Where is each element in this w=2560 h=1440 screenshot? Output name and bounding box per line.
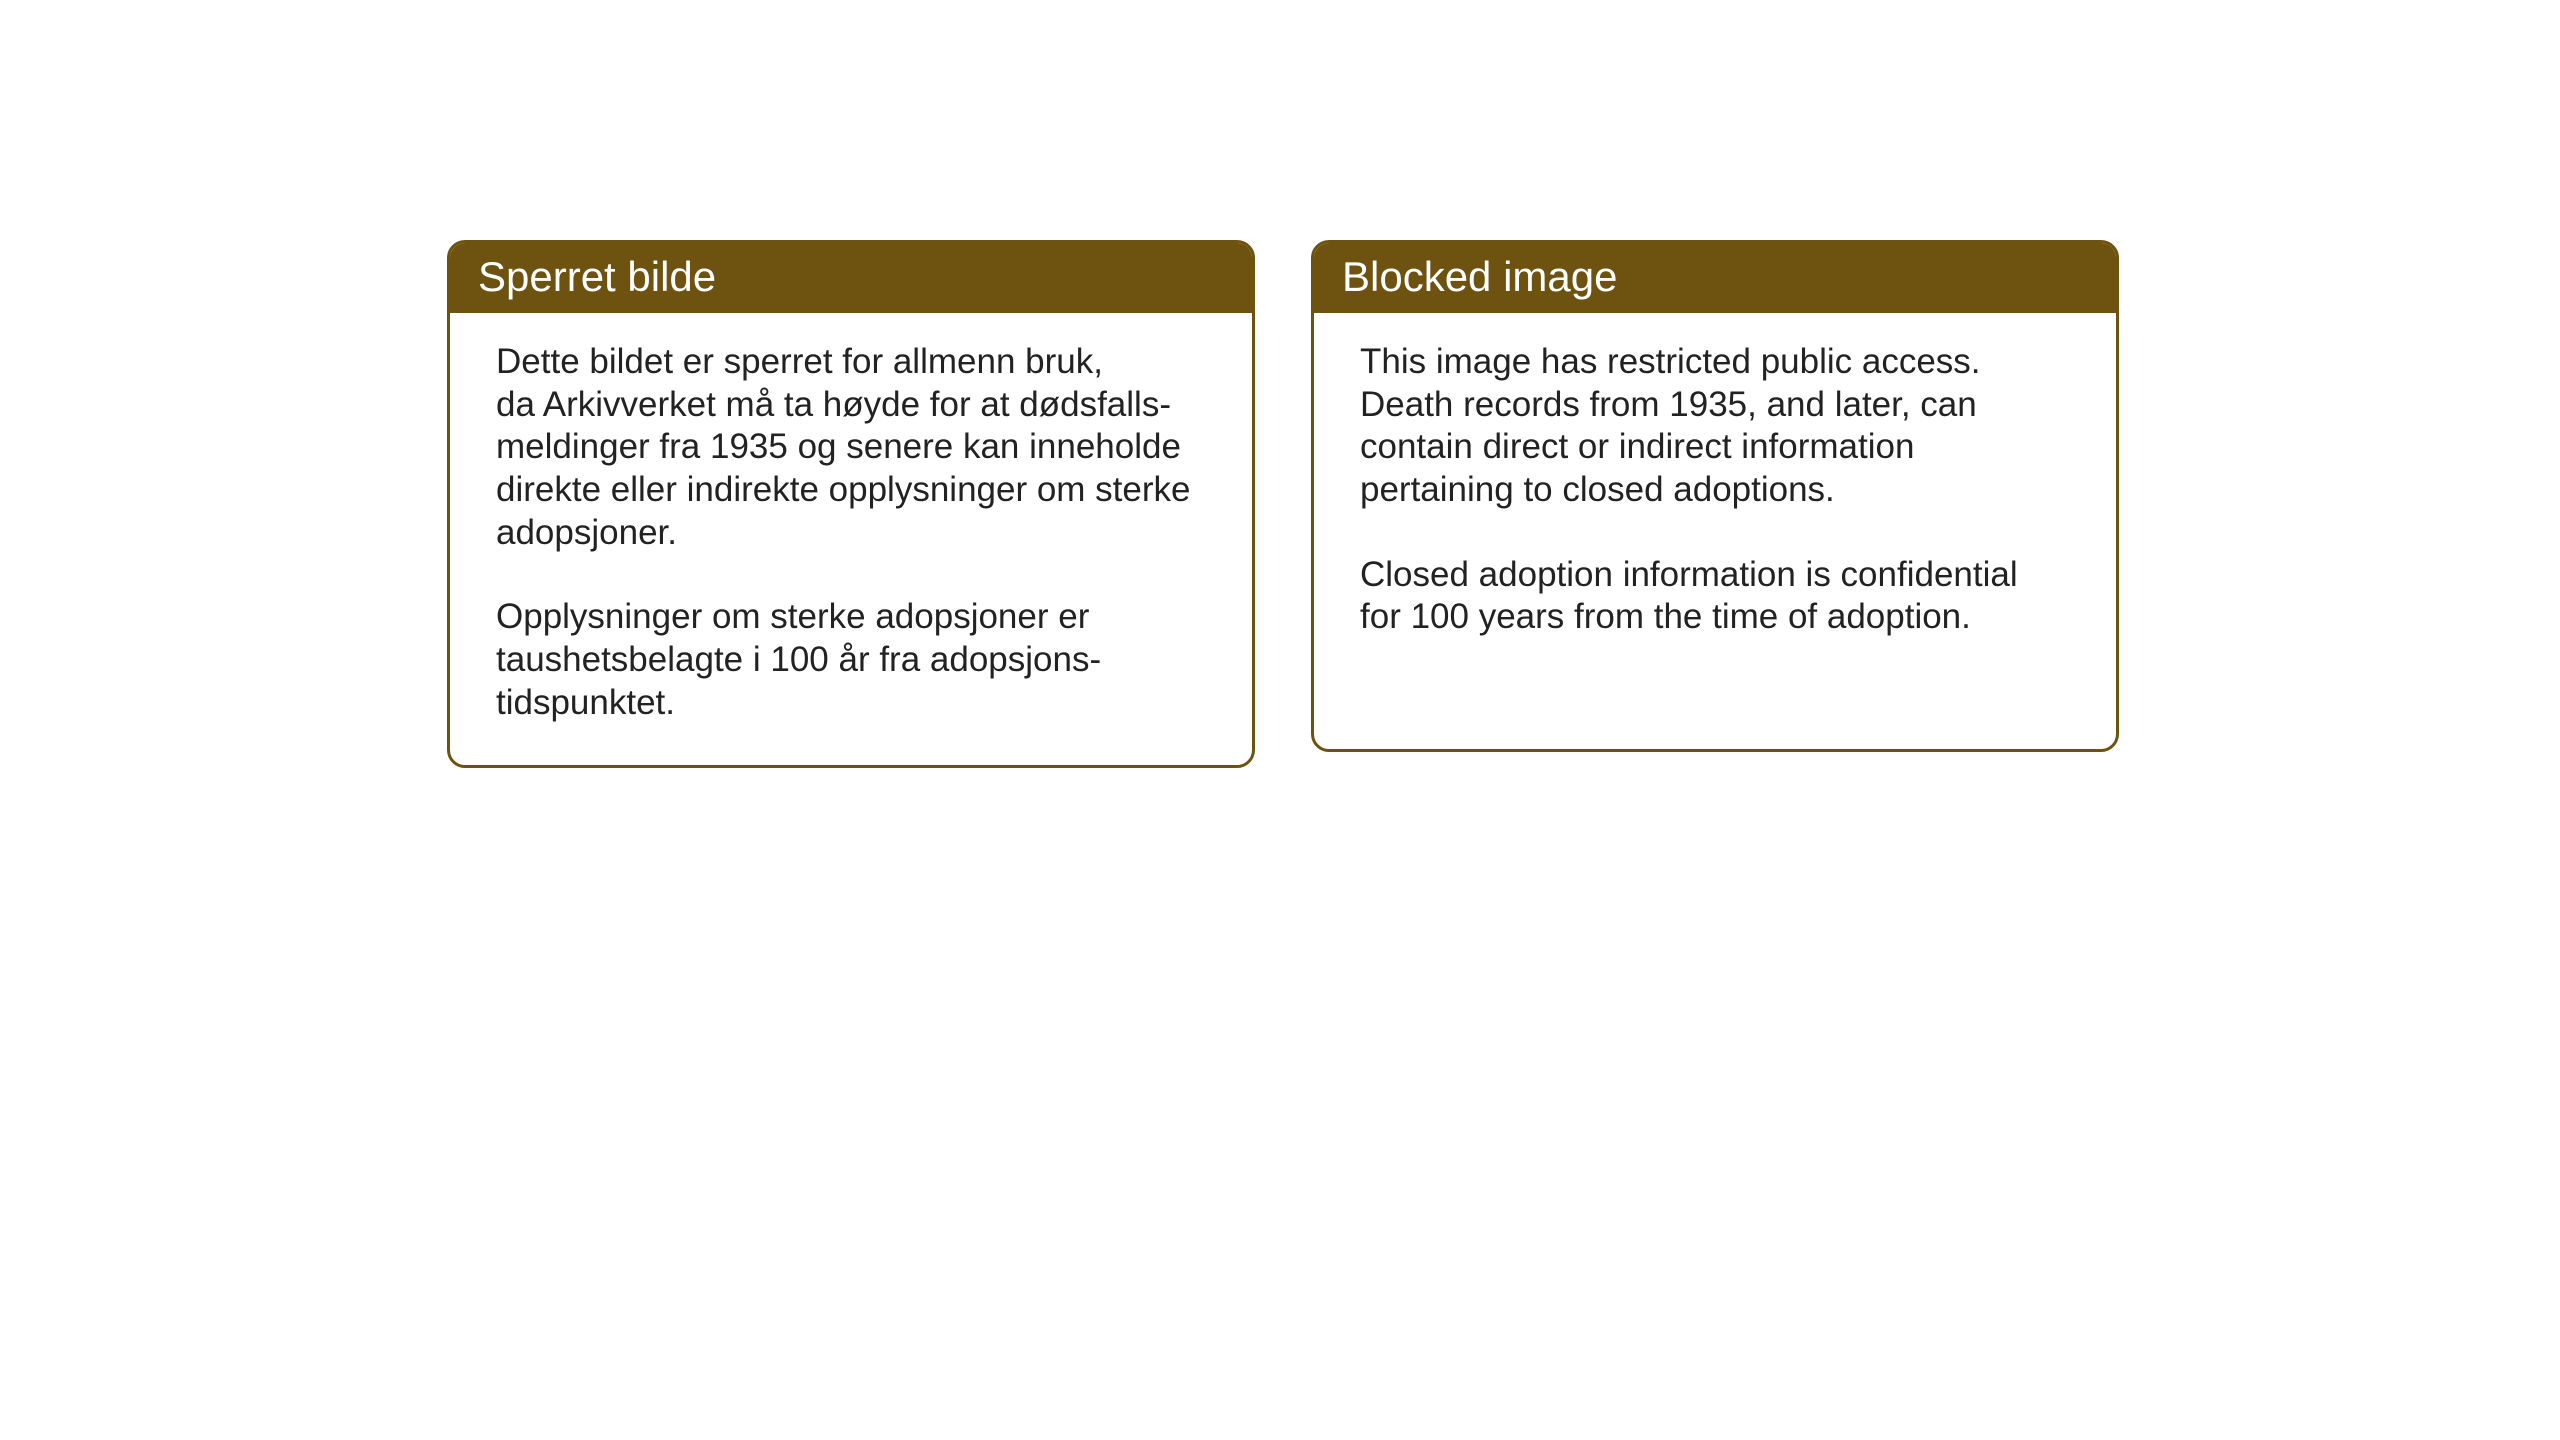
text-line: adopsjoner. <box>496 513 677 552</box>
text-line: taushetsbelagte i 100 år fra adopsjons- <box>496 640 1101 679</box>
paragraph-1: This image has restricted public access.… <box>1360 341 2070 512</box>
text-line: da Arkivverket må ta høyde for at dødsfa… <box>496 385 1171 424</box>
paragraph-1: Dette bildet er sperret for allmenn bruk… <box>496 341 1206 554</box>
text-line: direkte eller indirekte opplysninger om … <box>496 470 1191 509</box>
notice-card-norwegian: Sperret bilde Dette bildet er sperret fo… <box>447 240 1255 768</box>
text-line: meldinger fra 1935 og senere kan innehol… <box>496 427 1181 466</box>
text-line: tidspunktet. <box>496 683 675 722</box>
card-title: Blocked image <box>1342 253 1617 300</box>
paragraph-2: Closed adoption information is confident… <box>1360 554 2070 639</box>
text-line: pertaining to closed adoptions. <box>1360 470 1835 509</box>
text-line: This image has restricted public access. <box>1360 342 1981 381</box>
text-line: Dette bildet er sperret for allmenn bruk… <box>496 342 1103 381</box>
card-body-english: This image has restricted public access.… <box>1314 313 2116 679</box>
card-header-norwegian: Sperret bilde <box>450 243 1252 313</box>
notice-card-english: Blocked image This image has restricted … <box>1311 240 2119 752</box>
text-line: Death records from 1935, and later, can <box>1360 385 1977 424</box>
text-line: Opplysninger om sterke adopsjoner er <box>496 597 1089 636</box>
card-body-norwegian: Dette bildet er sperret for allmenn bruk… <box>450 313 1252 765</box>
card-header-english: Blocked image <box>1314 243 2116 313</box>
notice-container: Sperret bilde Dette bildet er sperret fo… <box>447 240 2119 768</box>
paragraph-2: Opplysninger om sterke adopsjoner er tau… <box>496 596 1206 724</box>
text-line: Closed adoption information is confident… <box>1360 555 2018 594</box>
text-line: for 100 years from the time of adoption. <box>1360 597 1971 636</box>
text-line: contain direct or indirect information <box>1360 427 1914 466</box>
card-title: Sperret bilde <box>478 253 716 300</box>
